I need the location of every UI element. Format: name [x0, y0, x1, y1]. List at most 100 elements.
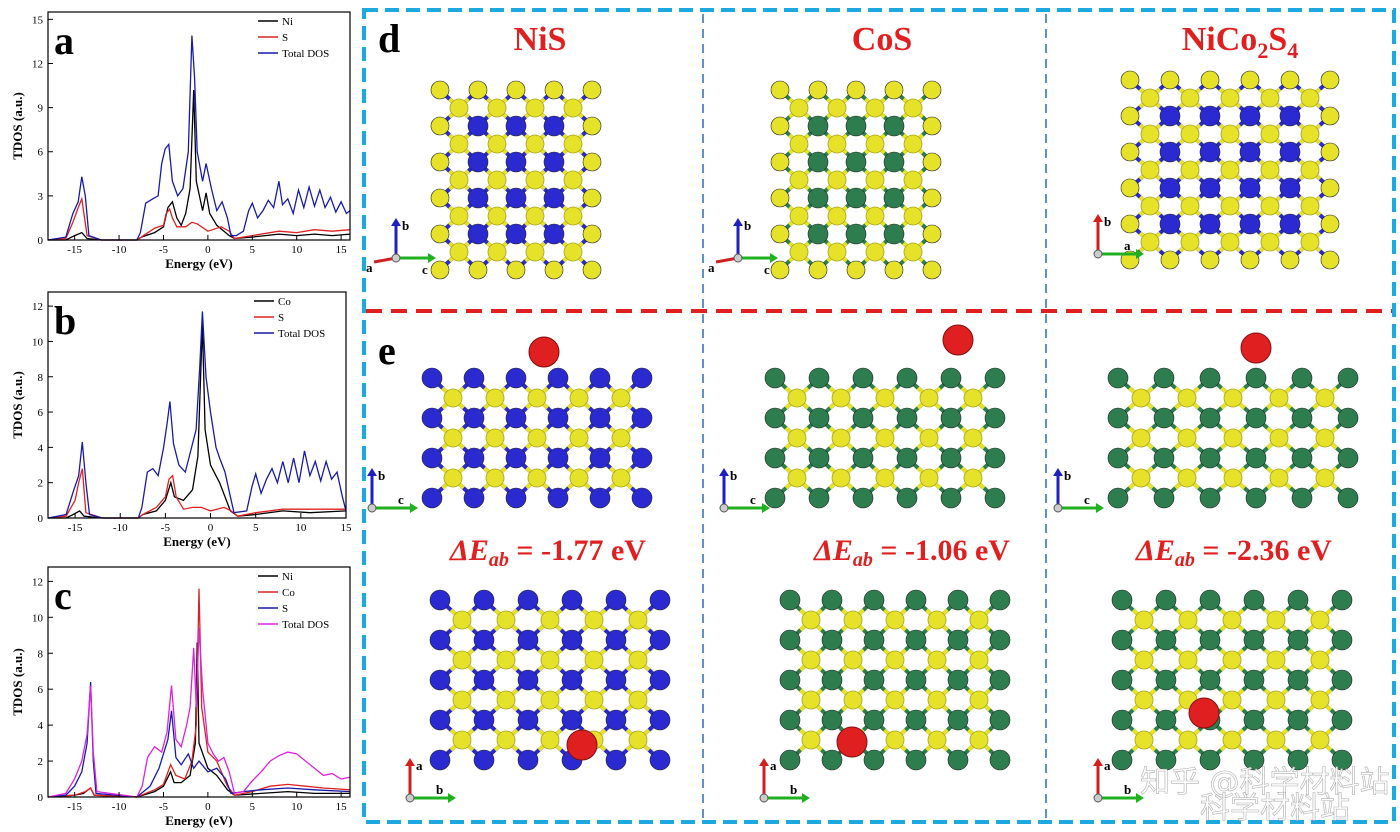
x-axis-label: Energy (eV): [165, 256, 233, 271]
metal-atom: [1107, 407, 1129, 429]
metal-atom: [947, 749, 969, 771]
sulfur-atom: [525, 98, 545, 118]
legend-entry: Total DOS: [278, 328, 325, 340]
sulfur-atom: [831, 468, 851, 488]
sulfur-atom: [563, 242, 583, 262]
sulfur-atom: [563, 134, 583, 154]
sulfur-atom: [922, 80, 942, 100]
x-tick-label: 0: [205, 801, 211, 813]
sulfur-atom: [563, 170, 583, 190]
sulfur-atom: [787, 388, 807, 408]
x-tick-label: 10: [291, 801, 303, 813]
metal-atom: [463, 487, 485, 509]
sulfur-atom: [789, 170, 809, 190]
sulfur-atom: [1134, 730, 1154, 750]
sulfur-atom: [1266, 650, 1286, 670]
metal-atom: [1199, 749, 1221, 771]
axis-origin: [733, 253, 743, 263]
metal-atom: [1287, 589, 1309, 611]
sulfur-atom: [569, 468, 589, 488]
axis-indicator: cb: [719, 468, 770, 513]
structure-figure: d e NiS CoS NiCo2S4 ΔEab = -1.77 eV ΔEab…: [362, 8, 1396, 826]
metal-atom: [517, 709, 539, 731]
sulfur-atom: [563, 206, 583, 226]
metal-atom: [463, 407, 485, 429]
axis-label: b: [378, 468, 385, 483]
metal-atom: [1111, 589, 1133, 611]
sulfur-atom: [770, 152, 790, 172]
sulfur-atom: [584, 610, 604, 630]
adsorbate-atom: [1240, 332, 1272, 364]
metal-atom: [429, 629, 451, 651]
crystal-lattices: [421, 70, 1359, 771]
sulfur-atom: [884, 80, 904, 100]
metal-atom: [989, 669, 1011, 691]
axis-label: c: [398, 492, 404, 507]
sulfur-atom: [611, 468, 631, 488]
axis-arrow-head: [719, 468, 729, 476]
sulfur-atom: [1260, 160, 1280, 180]
sulfur-atom: [865, 170, 885, 190]
metal-atom: [807, 223, 829, 245]
sulfur-atom: [584, 650, 604, 670]
metal-atom: [473, 709, 495, 731]
sulfur-atom: [865, 242, 885, 262]
legend-entry: Total DOS: [282, 619, 329, 631]
sulfur-atom: [1120, 178, 1140, 198]
series-line-ni: [47, 642, 350, 798]
sulfur-atom: [582, 116, 602, 136]
metal-atom: [517, 629, 539, 651]
axis-arrow-head: [405, 758, 415, 766]
axis-origin: [759, 793, 769, 803]
plot-frame: [47, 11, 351, 241]
sulfur-atom: [430, 152, 450, 172]
axis-arrow-head: [762, 503, 770, 513]
metal-atom: [1111, 709, 1133, 731]
sulfur-atom: [1320, 106, 1340, 126]
sulfur-atom: [927, 730, 947, 750]
metal-atom: [845, 115, 867, 137]
x-tick-label: -5: [159, 801, 169, 813]
series-line-total-dos: [47, 311, 347, 519]
metal-atom: [1337, 447, 1359, 469]
metal-atom: [1239, 141, 1261, 163]
panel-letter-c: c: [54, 573, 72, 618]
metal-atom: [1243, 749, 1265, 771]
sulfur-atom: [485, 428, 505, 448]
energy-cos: ΔEab = -1.06 eV: [813, 534, 1010, 571]
x-axis-label: Energy (eV): [165, 813, 233, 828]
sulfur-atom: [1177, 388, 1197, 408]
axis-arrow-head: [1053, 468, 1063, 476]
metal-atom: [863, 669, 885, 691]
x-tick-label: 15: [341, 522, 353, 534]
metal-atom: [561, 669, 583, 691]
metal-atom: [764, 367, 786, 389]
y-tick-label: 2: [38, 478, 44, 490]
metal-atom: [863, 629, 885, 651]
sulfur-atom: [927, 650, 947, 670]
sulfur-atom: [1222, 690, 1242, 710]
sulfur-atom: [801, 610, 821, 630]
sulfur-atom: [525, 206, 545, 226]
y-tick-label: 6: [38, 684, 44, 696]
metal-atom: [649, 749, 671, 771]
sulfur-atom: [1300, 88, 1320, 108]
x-tick-label: 0: [208, 522, 214, 534]
sulfur-atom: [1180, 232, 1200, 252]
sulfur-atom: [770, 260, 790, 280]
sulfur-atom: [1280, 70, 1300, 90]
metal-atom: [517, 589, 539, 611]
sulfur-atom: [527, 428, 547, 448]
sulfur-atom: [1223, 468, 1243, 488]
metal-atom: [1153, 487, 1175, 509]
sulfur-atom: [963, 428, 983, 448]
sulfur-atom: [487, 242, 507, 262]
metal-atom: [649, 709, 671, 731]
sulfur-atom: [496, 730, 516, 750]
axis-origin: [719, 503, 729, 513]
sulfur-atom: [1222, 610, 1242, 630]
metal-atom: [1155, 749, 1177, 771]
metal-atom: [517, 749, 539, 771]
x-tick-label: -15: [67, 244, 82, 256]
metal-atom: [764, 447, 786, 469]
